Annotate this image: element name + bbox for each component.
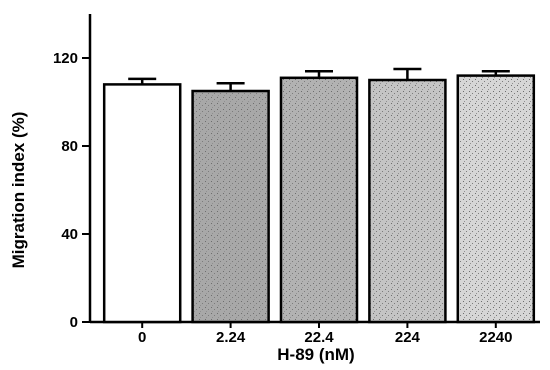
bar [456, 74, 536, 324]
x-tick-label: 2240 [479, 329, 512, 346]
x-tick-label: 224 [395, 329, 421, 346]
x-tick-label: 22.4 [304, 329, 334, 346]
y-tick-label: 0 [70, 314, 78, 331]
x-tick-label: 2.24 [216, 329, 246, 346]
bar [368, 78, 447, 324]
y-ticks: 0 40 80 120 [53, 50, 90, 331]
y-axis: 0 40 80 120 [53, 14, 92, 331]
x-axis-title: H-89 (nM) [277, 345, 354, 364]
x-ticks: 0 2.24 22.4 224 2240 [138, 322, 512, 346]
bar [279, 76, 359, 324]
y-axis-title: Migration index (%) [9, 112, 28, 269]
x-axis: 0 2.24 22.4 224 2240 [90, 320, 540, 346]
x-tick-label: 0 [138, 329, 146, 346]
y-tick-label: 40 [61, 226, 78, 243]
bar [102, 83, 182, 324]
y-tick-label: 80 [61, 138, 78, 155]
bar [191, 89, 270, 324]
bars [102, 67, 536, 324]
y-tick-label: 120 [53, 50, 78, 67]
